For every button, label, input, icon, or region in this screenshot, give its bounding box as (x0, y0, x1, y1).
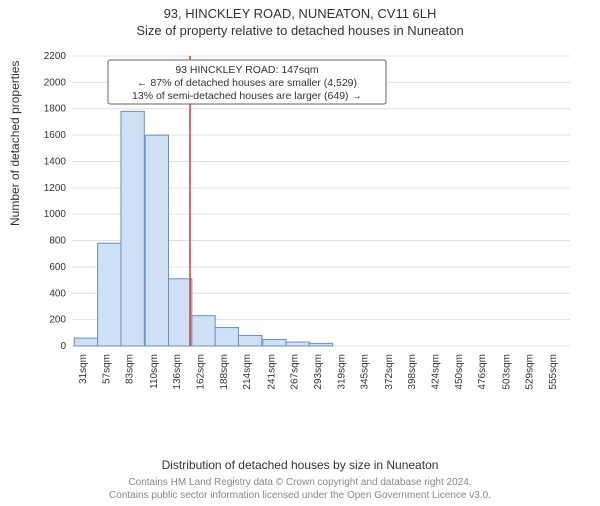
histogram-bar (74, 338, 97, 346)
x-tick-label: 31sqm (78, 354, 89, 384)
chart-area: 0 200 400 600 800 1000 1200 1400 1600 1800 2000 220… (0, 50, 600, 408)
svg-text:2200: 2200 (44, 51, 67, 62)
footer-line-1: Contains HM Land Registry data © Crown c… (0, 477, 600, 490)
x-axis-label: Distribution of detached houses by size … (0, 458, 600, 472)
footer-line-2: Contains public sector information licen… (0, 490, 600, 503)
x-tick-label: 345sqm (360, 354, 371, 390)
x-tick-label: 214sqm (242, 354, 253, 390)
x-tick-label: 188sqm (219, 354, 230, 390)
x-tick-label: 83sqm (125, 354, 136, 384)
svg-text:0: 0 (60, 341, 66, 352)
histogram-bar (238, 335, 261, 346)
x-tick-label: 372sqm (384, 354, 395, 390)
x-tick-label: 293sqm (313, 354, 324, 390)
footer: Contains HM Land Registry data © Crown c… (0, 477, 600, 502)
svg-text:200: 200 (49, 315, 66, 326)
annotation-line-2: ← 87% of detached houses are smaller (4,… (137, 77, 357, 89)
svg-text:400: 400 (49, 288, 66, 299)
x-tick-label: 555sqm (548, 354, 559, 390)
svg-text:800: 800 (49, 236, 66, 247)
chart-titles: 93, HINCKLEY ROAD, NUNEATON, CV11 6LH Si… (0, 6, 600, 38)
annotation-line-1: 93 HINCKLEY ROAD: 147sqm (175, 64, 319, 76)
x-tick-label: 476sqm (477, 354, 488, 390)
y-axis-label: Number of detached properties (8, 61, 22, 226)
title-main: 93, HINCKLEY ROAD, NUNEATON, CV11 6LH (0, 6, 600, 21)
title-sub: Size of property relative to detached ho… (0, 23, 600, 38)
svg-text:600: 600 (49, 262, 66, 273)
x-tick-label: 57sqm (101, 354, 112, 384)
histogram-bar (192, 316, 215, 346)
svg-text:1200: 1200 (44, 183, 67, 194)
x-tick-label: 398sqm (407, 354, 418, 390)
x-tick-label: 450sqm (454, 354, 465, 390)
x-tick-label: 162sqm (195, 354, 206, 390)
histogram-bar (145, 135, 168, 346)
x-tick-label: 503sqm (501, 354, 512, 390)
histogram-bar (169, 279, 192, 346)
x-tick-label: 267sqm (290, 354, 301, 390)
x-tick-label: 529sqm (525, 354, 536, 390)
x-tick-label: 424sqm (431, 354, 442, 390)
svg-text:1800: 1800 (44, 104, 67, 115)
histogram-bar (263, 339, 286, 346)
svg-text:2000: 2000 (44, 77, 67, 88)
histogram-bar (215, 328, 238, 346)
annotation-line-3: 13% of semi-detached houses are larger (… (132, 90, 362, 102)
svg-text:1600: 1600 (44, 130, 67, 141)
svg-text:1000: 1000 (44, 209, 67, 220)
svg-text:1400: 1400 (44, 156, 67, 167)
histogram-bar (98, 243, 121, 346)
x-tick-label: 136sqm (172, 354, 183, 390)
x-tick-label: 110sqm (149, 354, 160, 389)
histogram-svg: 0 200 400 600 800 1000 1200 1400 1600 1800 2000 220… (20, 50, 580, 408)
x-tick-label: 319sqm (336, 354, 347, 390)
histogram-bar (286, 342, 309, 346)
histogram-bar (121, 111, 144, 346)
histogram-bar (309, 343, 332, 346)
x-tick-label: 241sqm (266, 354, 277, 390)
